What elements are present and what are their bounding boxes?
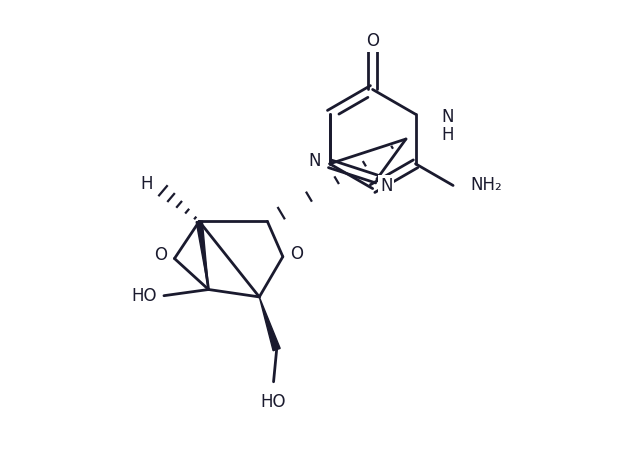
Text: N: N	[442, 109, 454, 126]
Text: N: N	[308, 152, 321, 170]
Text: N: N	[380, 177, 392, 195]
Polygon shape	[259, 297, 280, 351]
Text: H: H	[140, 175, 153, 193]
Text: O: O	[290, 244, 303, 263]
Text: H: H	[442, 126, 454, 144]
Text: HO: HO	[261, 393, 286, 411]
Polygon shape	[196, 221, 209, 290]
Text: O: O	[366, 32, 379, 50]
Text: O: O	[154, 246, 167, 265]
Text: HO: HO	[131, 287, 157, 305]
Text: NH₂: NH₂	[470, 176, 502, 195]
